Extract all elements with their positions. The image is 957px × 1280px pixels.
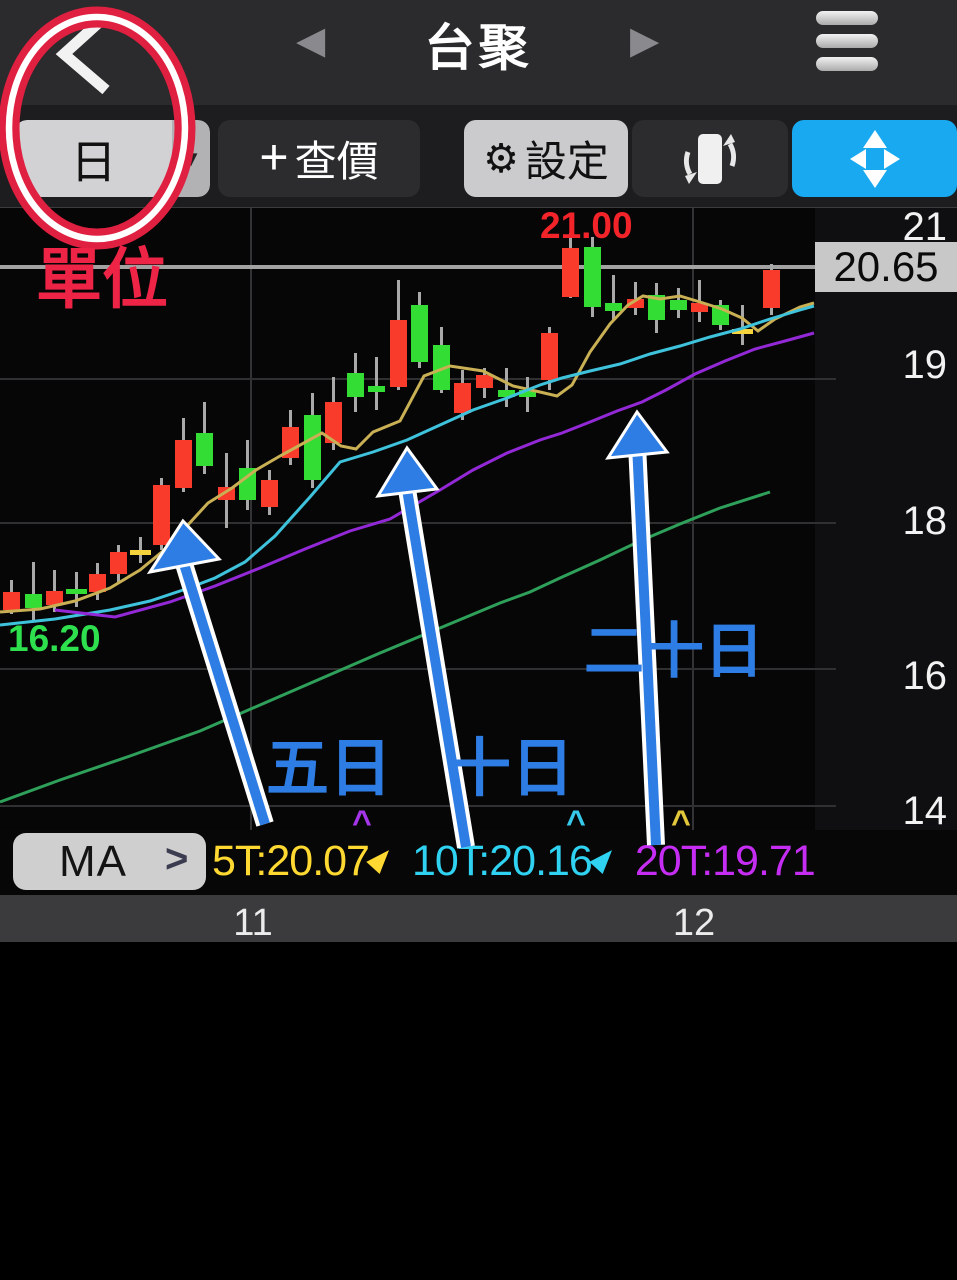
chevron-right-icon: > [165,837,189,881]
ma-value: 5T:20.07 [212,837,396,886]
period-dropdown-icon[interactable]: ▼ [172,120,210,197]
ma-button-label: MA [59,836,127,886]
settings-button[interactable]: ⚙ 設定 [464,120,628,197]
price-axis-panel [815,207,957,831]
next-stock-icon[interactable]: ▶ [630,20,660,62]
ma-selector-button[interactable]: MA > [13,833,206,890]
rotate-phone-icon [683,133,737,184]
add-quote-button[interactable]: + 查價 [218,120,420,197]
fullscreen-button[interactable] [792,120,957,197]
trend-up-icon [366,843,396,874]
ma-value: 10T:20.16 [412,837,619,886]
annotation-ma-label: 五日 [266,734,392,804]
period-button[interactable]: 日 ▼ [15,120,210,197]
time-axis-bar [0,895,957,942]
ma-indicator-bar: MA > 5T:20.07 10T:20.16 20T:19.71 [0,830,957,895]
annotation-unit-label: 單位 [36,242,168,316]
toolbar: 日 ▼ + 查價 ⚙ 設定 [0,105,957,207]
empty-area [0,942,957,1280]
ma-value: 20T:19.71 [634,837,816,885]
period-label: 日 [15,120,172,197]
expand-arrows-icon [849,129,900,188]
prev-stock-icon[interactable]: ◀ [296,20,326,62]
top-bar: ◀ 台聚 ▶ [0,0,957,105]
annotation-ma-label: 十日 [448,734,574,804]
settings-label: 設定 [524,138,609,185]
trend-up-icon [589,843,619,874]
gear-icon: ⚙ [483,136,519,181]
annotation-ma-label: 二十日 [584,618,764,685]
menu-icon[interactable] [816,11,878,80]
plus-icon: + [259,128,289,185]
ma-values: 5T:20.07 10T:20.16 20T:19.71 [212,830,816,893]
rotate-screen-button[interactable] [632,120,788,197]
add-quote-label: 查價 [294,138,379,185]
stock-title: 台聚 [424,20,533,76]
